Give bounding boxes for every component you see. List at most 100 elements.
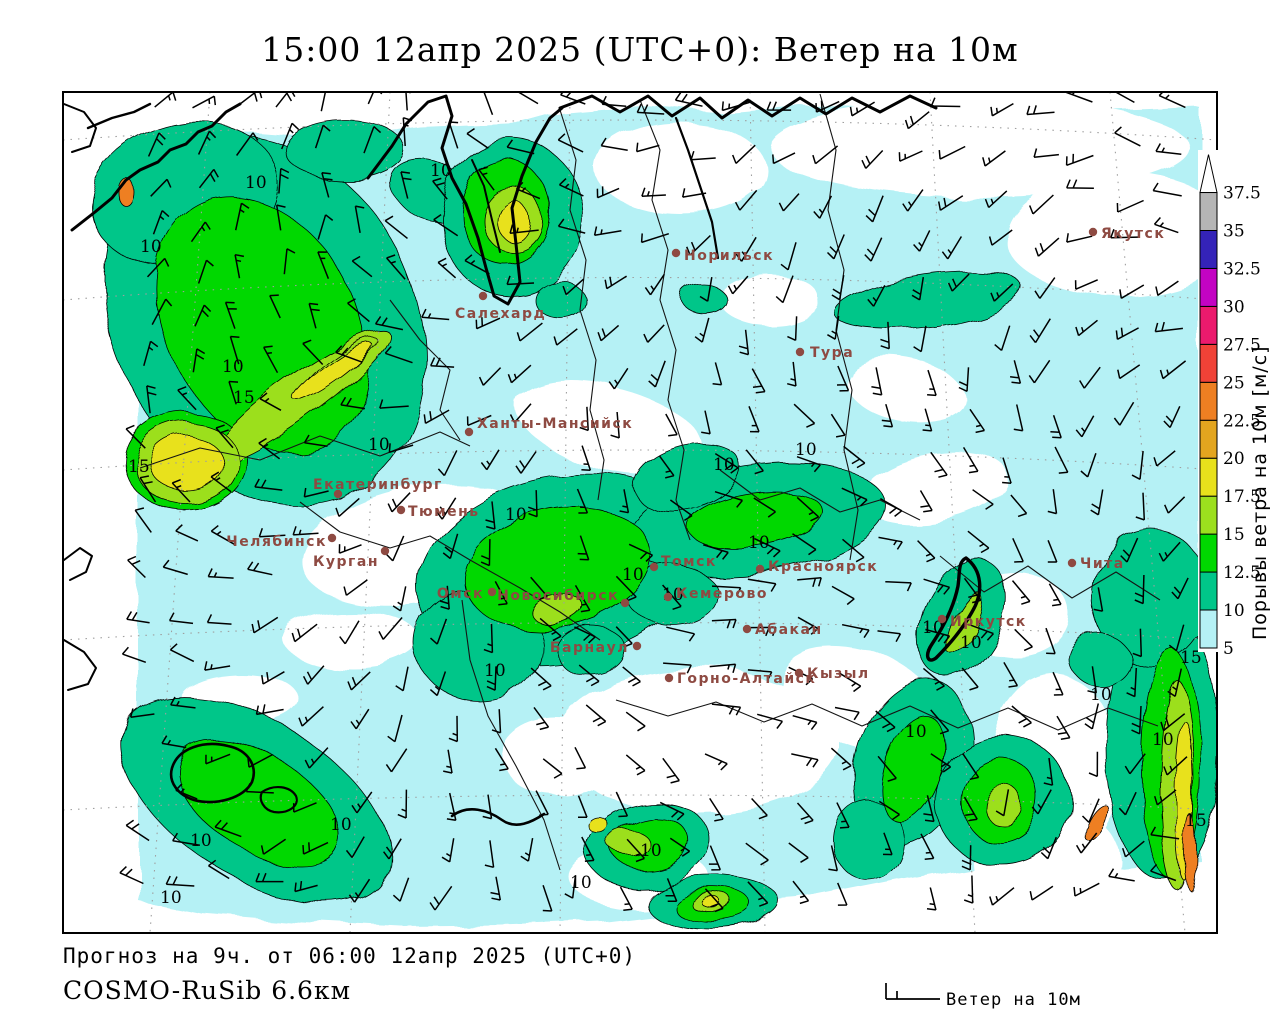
wind-barb (961, 845, 972, 871)
wind-barb (747, 881, 769, 907)
wind-barb (515, 181, 541, 200)
wind-barb (708, 845, 721, 871)
wind-barb (648, 360, 666, 388)
wind-barb (198, 168, 219, 189)
wind-barb (839, 672, 862, 693)
wind-barb (930, 97, 961, 108)
wind-barb (192, 95, 217, 109)
wind-barb (423, 409, 450, 424)
coastline (70, 102, 242, 232)
wind-barb (448, 121, 459, 149)
wind-barb (533, 706, 550, 731)
wind-barb (913, 230, 931, 252)
wind-barb (119, 866, 144, 885)
wind-barb (475, 317, 501, 330)
wind-barb (1013, 404, 1024, 432)
wind-barb (234, 202, 250, 231)
coastline (450, 808, 546, 826)
city-label: Салехард (455, 306, 546, 322)
wind-barb (520, 837, 534, 862)
wind-barb (865, 195, 884, 223)
wind-barb (206, 614, 232, 625)
wind-barb (1010, 360, 1022, 385)
wind-barb (968, 623, 994, 641)
wind-barb (747, 578, 777, 592)
city-dot (327, 533, 337, 543)
wind-barb (429, 618, 448, 645)
wind-barb (215, 424, 234, 449)
wind-barb (577, 535, 590, 561)
wind-barb (830, 747, 852, 771)
wind-barb (797, 576, 822, 588)
wind-barb (711, 585, 742, 597)
wind-barb (367, 92, 383, 105)
wind-barb (792, 714, 818, 731)
wind-barb (321, 171, 333, 198)
contour-label: 10 (1152, 730, 1174, 750)
wind-barb (387, 714, 403, 743)
wind-barb (1026, 105, 1055, 116)
wind-barb (1047, 489, 1058, 515)
wind-barb (302, 665, 325, 685)
wind-barb (275, 204, 286, 231)
wind-barb (615, 575, 637, 602)
wind-barb (828, 845, 839, 872)
wind-barb (665, 878, 678, 903)
wind-barb (402, 116, 413, 147)
contour-label: 10 (160, 888, 182, 908)
wind-barb (961, 667, 979, 691)
city-dot (620, 598, 630, 608)
wind-barb (1002, 457, 1012, 484)
wind-barb (963, 875, 974, 904)
forecast-lead-text: Прогноз на 9ч. от 06:00 12апр 2025 (UTC+… (63, 944, 637, 968)
wind-barb (1028, 359, 1051, 384)
colorbar-tick-label: 15 (1223, 525, 1245, 545)
wind-barb (509, 403, 532, 423)
wind-barb (1152, 182, 1182, 197)
wind-barb (958, 367, 970, 392)
wind-barb (581, 445, 592, 472)
wind-barb (539, 617, 562, 642)
wind-barb (938, 145, 966, 160)
coastline (558, 94, 938, 120)
contour-labels: 10 10 10 10 10 10 10 10 10 10 10 10 10 10 10 10 10 10 10 10… (128, 161, 1207, 908)
wind-barb (557, 133, 584, 153)
wind-barb (963, 796, 978, 822)
colorbar-tick-label: 17.5 (1223, 487, 1261, 507)
wind-barb (1159, 360, 1187, 380)
city-label: Норильск (684, 248, 774, 264)
wind-barb (154, 92, 177, 108)
colorbar-segment (1199, 571, 1218, 611)
wind-barb (1050, 414, 1062, 439)
wind-barb (258, 527, 286, 538)
wind-barb (756, 713, 783, 729)
contour-label: 10 (905, 722, 927, 742)
wind-barb (175, 524, 199, 542)
wind-barb (557, 218, 586, 234)
wind-barb (842, 538, 865, 563)
wind-barb (542, 758, 563, 779)
wind-barb (494, 581, 508, 606)
wind-barb (930, 451, 948, 478)
wind-barb (152, 210, 170, 235)
wind-barb (530, 667, 552, 691)
contour-label: 10 (484, 661, 506, 681)
city-dot (1088, 227, 1098, 237)
wind-barb (564, 875, 577, 899)
wind-barb (735, 236, 757, 262)
wind-barb (437, 257, 457, 279)
gust-region (517, 380, 703, 476)
wind-barb (384, 215, 408, 239)
wind-barb (1155, 143, 1182, 156)
gust-region (149, 434, 223, 492)
gust-region (293, 342, 373, 402)
colorbar-tick-label: 22.5 (1223, 411, 1261, 431)
wind-barb (926, 887, 937, 911)
wind-barb (922, 408, 933, 432)
wind-barb (791, 753, 819, 768)
city-label: Тура (810, 345, 854, 361)
wind-barb (662, 757, 680, 784)
wind-barb (558, 178, 584, 197)
wind-barb (727, 275, 749, 295)
